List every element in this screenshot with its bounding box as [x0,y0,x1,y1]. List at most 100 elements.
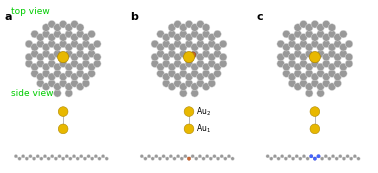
Circle shape [37,40,44,48]
Circle shape [54,83,61,90]
Circle shape [93,53,101,61]
Circle shape [65,30,73,38]
Circle shape [71,80,78,87]
Circle shape [98,157,101,160]
Circle shape [174,60,181,67]
Circle shape [328,50,336,58]
Circle shape [300,80,307,87]
Circle shape [357,157,360,160]
Text: side view: side view [11,89,54,98]
Circle shape [339,154,342,158]
Circle shape [168,83,176,90]
Circle shape [322,73,330,81]
Circle shape [184,154,187,158]
Circle shape [216,157,220,160]
Circle shape [283,50,290,58]
Circle shape [305,89,313,97]
Circle shape [174,40,181,48]
Circle shape [25,53,33,61]
Circle shape [353,154,356,158]
Text: Au$_1$: Au$_1$ [195,123,211,135]
Circle shape [202,43,210,51]
Circle shape [59,53,67,61]
Circle shape [280,154,284,158]
Circle shape [76,30,84,38]
Circle shape [334,40,341,48]
Circle shape [277,60,285,67]
Circle shape [151,53,159,61]
Circle shape [168,70,176,77]
Circle shape [87,154,90,158]
Circle shape [54,30,61,38]
Circle shape [163,60,170,67]
Circle shape [339,70,347,77]
Circle shape [65,63,73,71]
Circle shape [311,73,319,81]
Circle shape [184,107,194,116]
Circle shape [283,43,290,51]
Circle shape [305,43,313,51]
Circle shape [288,60,296,67]
Circle shape [93,60,101,67]
Circle shape [328,30,336,38]
Circle shape [65,43,73,51]
Circle shape [76,157,79,160]
Circle shape [79,154,83,158]
Circle shape [305,63,313,71]
Circle shape [288,53,296,61]
Circle shape [82,40,90,48]
Circle shape [54,70,61,77]
Circle shape [317,43,324,51]
Circle shape [322,80,330,87]
Circle shape [82,53,90,61]
Circle shape [157,70,164,77]
Circle shape [294,30,302,38]
Circle shape [277,157,280,160]
Circle shape [71,73,78,81]
Text: a: a [5,12,12,22]
Text: c: c [256,12,263,22]
Circle shape [42,63,50,71]
Circle shape [305,70,313,77]
Circle shape [71,40,78,48]
Circle shape [168,30,176,38]
Circle shape [208,60,215,67]
Circle shape [180,30,187,38]
Circle shape [48,80,56,87]
Circle shape [42,24,50,31]
Circle shape [174,34,181,41]
Circle shape [317,89,324,97]
Circle shape [317,50,324,58]
Text: b: b [130,12,138,22]
Circle shape [300,53,307,61]
Circle shape [65,83,73,90]
Circle shape [42,30,50,38]
Circle shape [88,70,95,77]
Circle shape [183,52,195,63]
Circle shape [311,34,319,41]
Circle shape [309,52,321,63]
Circle shape [177,154,180,158]
Circle shape [219,60,227,67]
Circle shape [311,20,319,28]
Circle shape [209,157,212,160]
Circle shape [76,43,84,51]
Circle shape [191,50,198,58]
Circle shape [69,157,72,160]
Circle shape [197,73,204,81]
Circle shape [163,40,170,48]
Circle shape [311,53,319,61]
Circle shape [37,53,44,61]
Circle shape [157,43,164,51]
Circle shape [59,80,67,87]
Circle shape [61,157,65,160]
Circle shape [205,154,209,158]
Circle shape [313,157,317,160]
Circle shape [37,73,44,81]
Circle shape [288,73,296,81]
Circle shape [191,24,198,31]
Circle shape [300,34,307,41]
Circle shape [40,157,43,160]
Circle shape [173,157,176,160]
Circle shape [328,63,336,71]
